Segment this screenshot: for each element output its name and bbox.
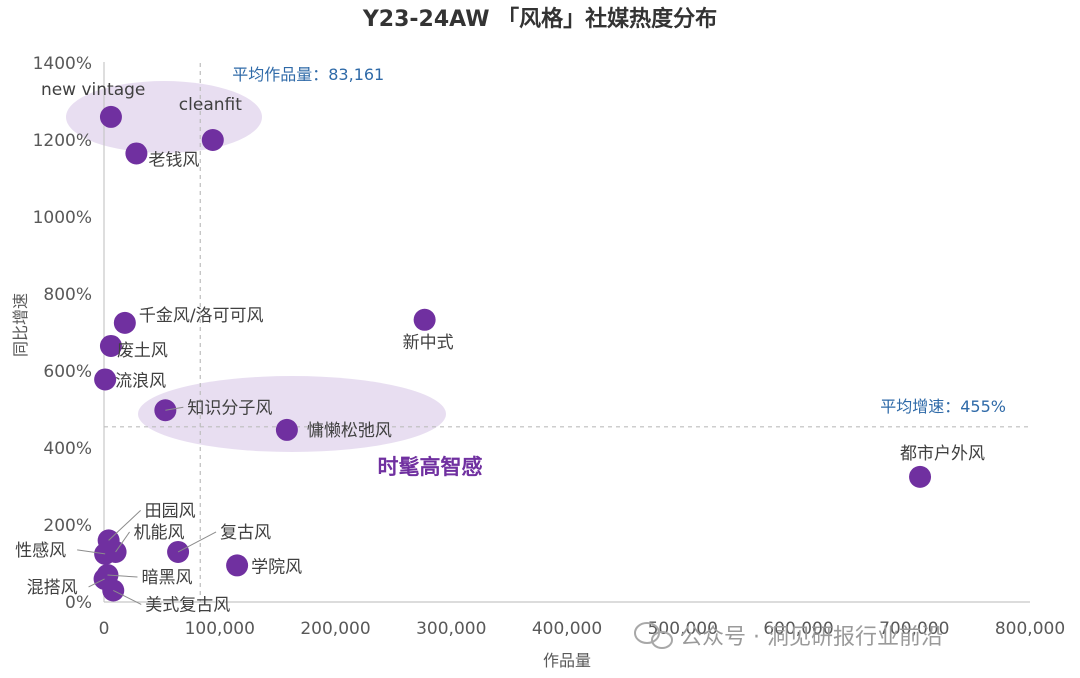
data-point: [99, 334, 122, 357]
label-leader-line: [113, 590, 142, 605]
label-leader-line: [77, 549, 106, 555]
x-tick-label: 200,000: [300, 619, 370, 639]
y-tick-label: 1400%: [33, 54, 92, 74]
label-leader-line: [88, 578, 105, 588]
x-axis-title: 作品量: [543, 651, 591, 670]
wechat-icon: [634, 622, 673, 649]
data-point: [201, 129, 224, 151]
point-label: 知识分子风: [187, 398, 272, 418]
point-label: 流浪风: [115, 371, 166, 391]
label-leader-line: [115, 531, 130, 553]
x-tick-label: 300,000: [416, 619, 486, 639]
highlight-label: 时髦高智感: [378, 455, 483, 479]
point-label: 学院风: [251, 557, 302, 577]
point-label: new vintage: [41, 80, 145, 100]
data-point: [94, 368, 117, 391]
x-tick-label: 800,000: [995, 619, 1065, 639]
y-tick-labels: 0% 200% 400% 600% 800% 1000% 1200% 1400%: [33, 54, 92, 613]
label-leader-line: [107, 574, 138, 578]
point-label: 都市户外风: [900, 444, 985, 464]
point-label: 田园风: [145, 501, 196, 521]
x-tick-label: 400,000: [532, 619, 602, 639]
data-point: [275, 418, 298, 441]
chart-title: Y23-24AW 「风格」社媒热度分布: [362, 6, 717, 32]
label-leader-line: [108, 510, 141, 541]
y-tick-label: 600%: [43, 362, 92, 382]
point-label: 千金风/洛可可风: [139, 306, 264, 326]
point-label: 复古风: [220, 523, 271, 543]
data-point: [125, 142, 148, 165]
x-tick-label: 500,000: [648, 619, 718, 639]
y-tick-label: 1000%: [33, 208, 92, 228]
point-label: 美式复古风: [145, 595, 230, 615]
point-label: 慵懒松弛风: [307, 421, 392, 441]
avg-y-reference-label: 平均增速：455%: [880, 397, 1006, 416]
point-label: 暗黑风: [141, 568, 192, 588]
data-point: [99, 105, 122, 128]
label-leader-line: [177, 531, 217, 553]
x-tick-label: 700,000: [879, 619, 949, 639]
y-tick-label: 400%: [43, 439, 92, 459]
avg-x-reference-label: 平均作品量：83,161: [232, 65, 384, 84]
x-tick-labels: 0 100,000 200,000 300,000 400,000 500,000 600,…: [99, 619, 1066, 639]
point-label: 混搭风: [27, 578, 78, 598]
label-leader-line: [165, 406, 184, 411]
point-label: 废土风: [117, 341, 168, 361]
y-tick-label: 1200%: [33, 131, 92, 151]
watermark-text: 公众号 · 洞见研报行业前沿: [680, 625, 943, 650]
data-point: [226, 554, 249, 577]
point-label: 性感风: [15, 541, 66, 561]
data-point: [413, 308, 436, 331]
data-point: [113, 311, 136, 334]
point-label: 机能风: [134, 523, 185, 543]
y-tick-label: 800%: [43, 285, 92, 305]
data-point: [909, 465, 932, 488]
reference-lines: 平均作品量：83,161 平均增速：455%: [104, 63, 1030, 602]
y-axis-title: 同比增速: [11, 293, 30, 357]
x-tick-label: 0: [99, 619, 110, 639]
point-label: cleanfit: [179, 95, 242, 115]
y-tick-label: 0%: [65, 593, 92, 613]
watermark: 公众号 · 洞见研报行业前沿: [634, 622, 943, 650]
point-label: 老钱风: [148, 150, 199, 170]
highlight-ellipse-middle: [138, 376, 446, 452]
y-tick-label: 200%: [43, 516, 92, 536]
x-tick-label: 600,000: [763, 619, 833, 639]
x-tick-label: 100,000: [185, 619, 255, 639]
point-label: 新中式: [403, 333, 454, 353]
